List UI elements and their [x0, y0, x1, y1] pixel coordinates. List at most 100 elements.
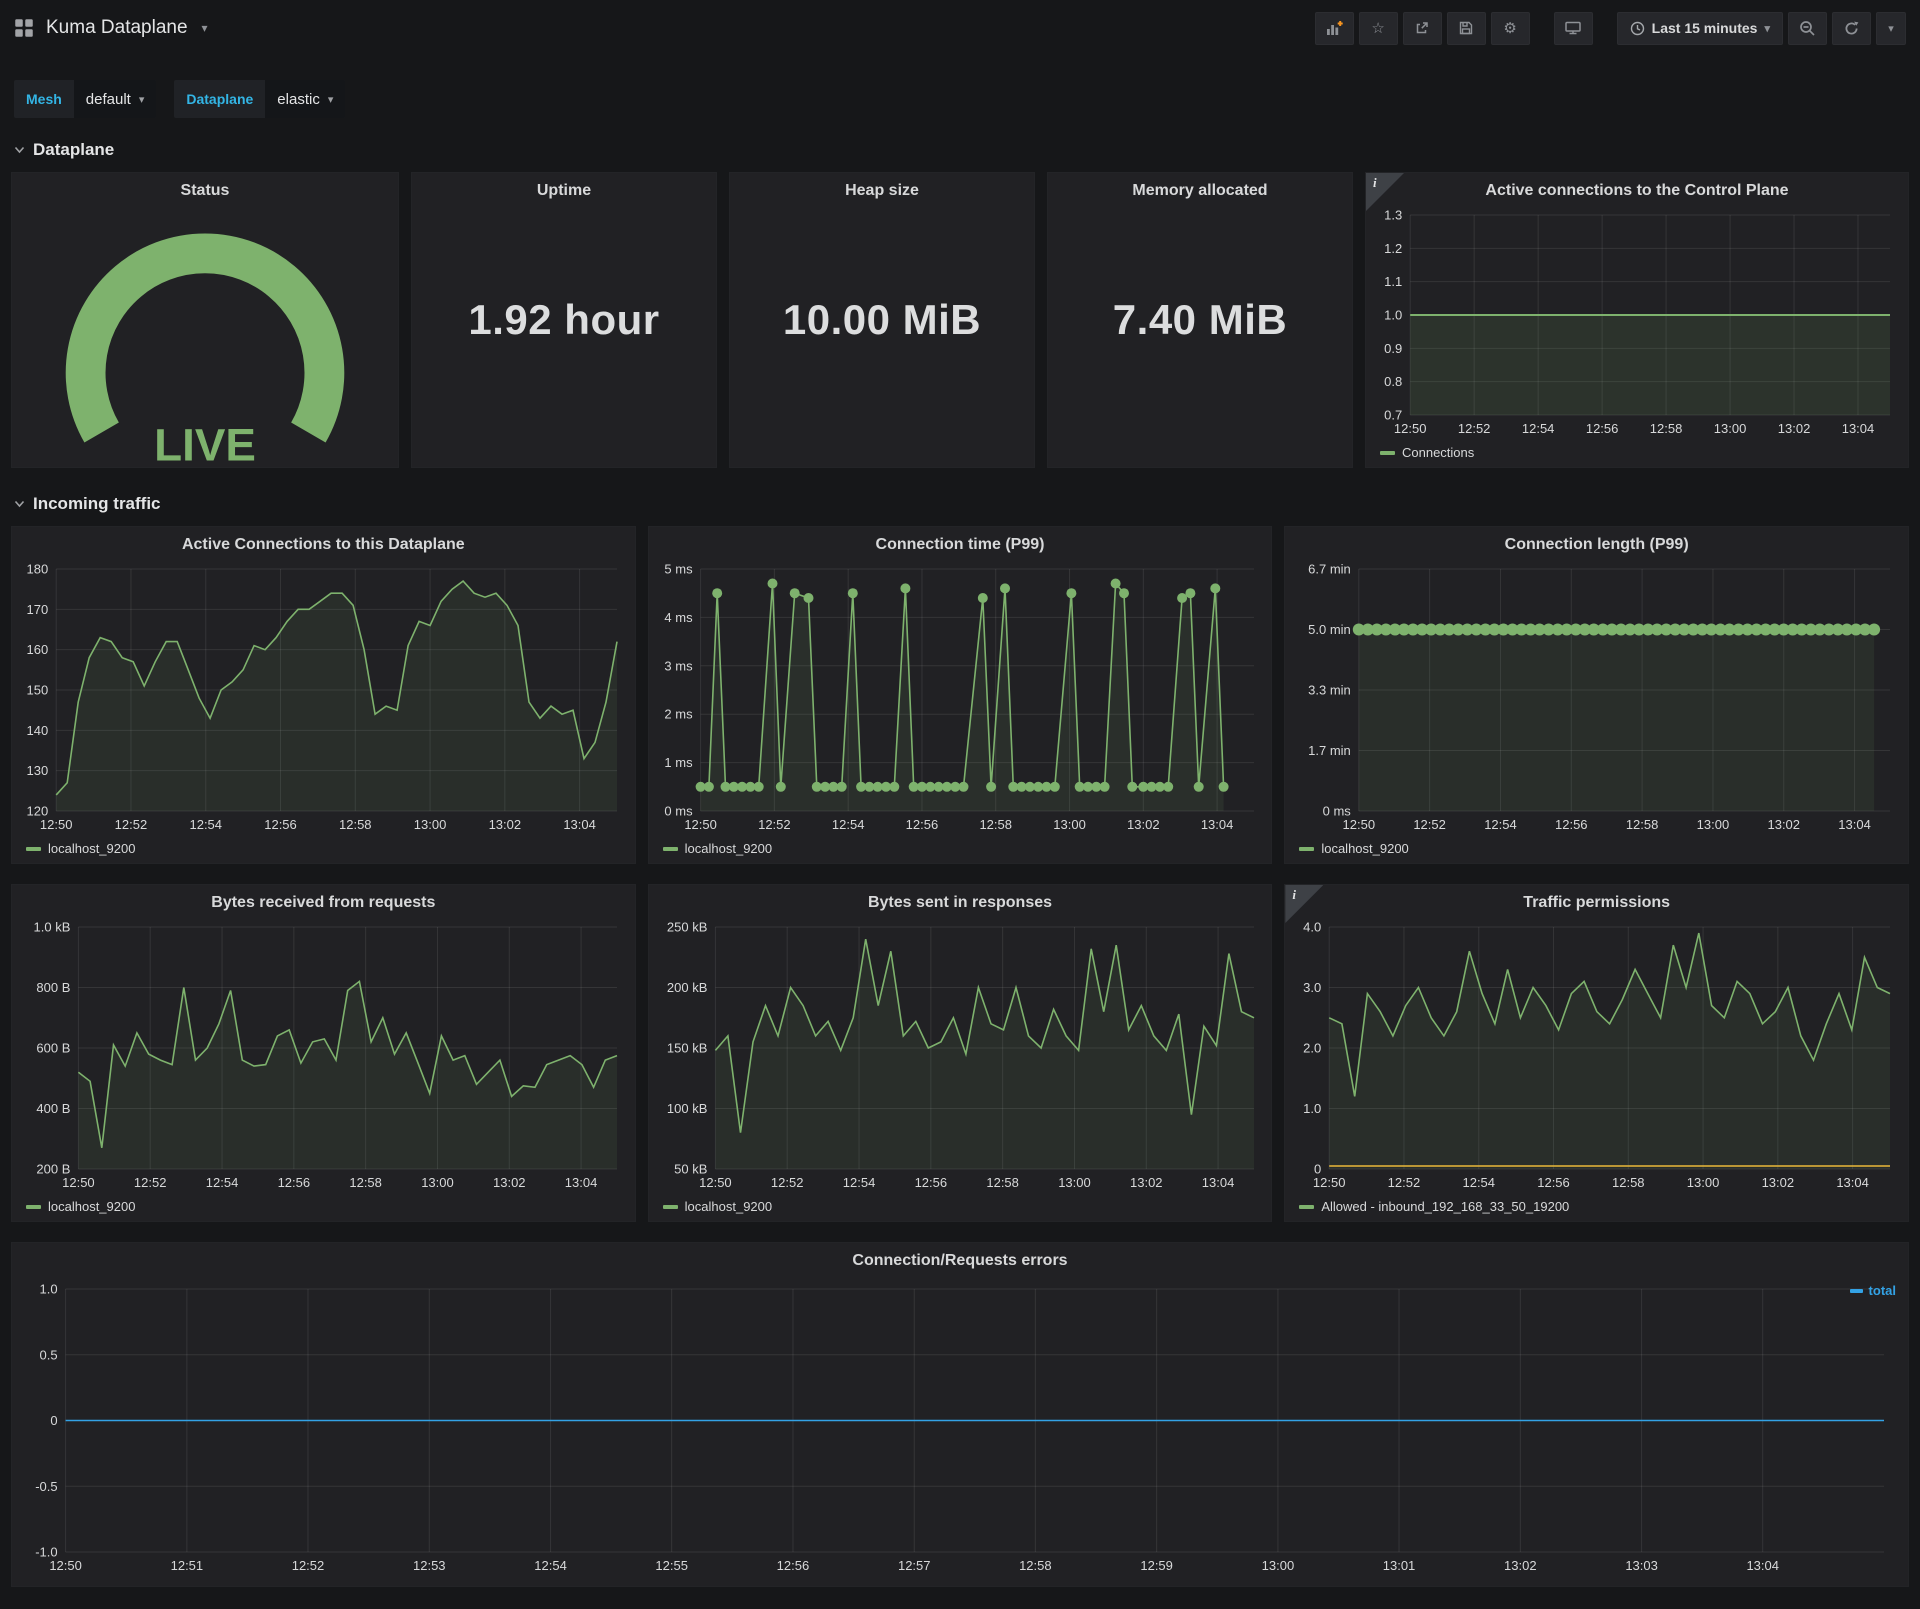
legend-allowed-inbound[interactable]: Allowed - inbound_192_168_33_50_19200 — [1299, 1199, 1569, 1214]
connection-length-chart[interactable]: 6.7 min 5.0 min 3.3 min 1.7 min 0 ms 12:50 12:… — [1293, 559, 1900, 835]
svg-text:13:02: 13:02 — [1127, 817, 1160, 832]
legend-label: localhost_9200 — [48, 1199, 136, 1214]
svg-text:160: 160 — [26, 642, 48, 657]
heap-size-value: 10.00 MiB — [782, 296, 982, 343]
star-button[interactable]: ☆ — [1358, 11, 1398, 45]
svg-text:2.0: 2.0 — [1303, 1041, 1321, 1056]
row-header-incoming-traffic[interactable]: Incoming traffic — [14, 494, 1906, 514]
clock-icon — [1630, 21, 1644, 35]
legend-localhost-9200[interactable]: localhost_9200 — [662, 841, 772, 856]
panel-title[interactable]: Active Connections to this Dataplane — [181, 536, 465, 553]
legend-total[interactable]: total — [1849, 1283, 1896, 1298]
chevron-down-icon: ▾ — [1888, 22, 1894, 35]
svg-text:13:02: 13:02 — [489, 817, 522, 832]
svg-text:12:55: 12:55 — [655, 1558, 688, 1573]
svg-text:800 B: 800 B — [36, 980, 70, 995]
connection-time-chart[interactable]: 5 ms 4 ms 3 ms 2 ms 1 ms 0 ms 12:50 12:52 12:54 1… — [657, 559, 1264, 835]
incoming-traffic-panels: Active Connections to this Dataplane 180… — [11, 526, 1909, 1222]
mesh-variable-label: Mesh — [26, 91, 62, 107]
svg-text:12:58: 12:58 — [349, 1175, 382, 1190]
row-header-dataplane[interactable]: Dataplane — [14, 140, 1906, 160]
panel-title[interactable]: Active connections to the Control Plane — [1485, 182, 1789, 199]
cycle-view-button[interactable] — [1553, 11, 1593, 45]
panel-title[interactable]: Heap size — [845, 182, 919, 199]
legend-localhost-9200[interactable]: localhost_9200 — [1299, 841, 1409, 856]
time-range-label: Last 15 minutes — [1651, 20, 1758, 36]
save-button[interactable] — [1446, 11, 1486, 45]
svg-text:0.8: 0.8 — [1384, 374, 1402, 389]
errors-panel-row: Connection/Requests errors 1.0 0.5 0 -0.5 -1… — [11, 1242, 1909, 1587]
svg-text:12:54: 12:54 — [534, 1558, 567, 1573]
active-connections-chart[interactable]: 180 170 160 150 140 130 120 12:50 12:52 12:54 12:5… — [20, 559, 627, 835]
svg-text:12:52: 12:52 — [1458, 421, 1491, 436]
dataplane-selected-option: elastic — [277, 90, 320, 108]
mesh-variable-value[interactable]: default ▾ — [73, 80, 157, 118]
panel-title[interactable]: Traffic permissions — [1523, 894, 1671, 911]
svg-text:13:00: 13:00 — [1053, 817, 1086, 832]
legend-localhost-9200[interactable]: localhost_9200 — [26, 841, 135, 856]
svg-text:150 kB: 150 kB — [667, 1041, 707, 1056]
dataplane-variable-label: Dataplane — [186, 91, 254, 107]
refresh-button[interactable] — [1832, 11, 1871, 45]
panel-title[interactable]: Connection time (P99) — [875, 536, 1045, 553]
mesh-variable[interactable]: Mesh default ▾ — [14, 80, 157, 118]
svg-text:13:00: 13:00 — [1058, 1175, 1091, 1190]
legend-connections[interactable]: Connections — [1380, 445, 1474, 460]
svg-text:-1.0: -1.0 — [35, 1545, 57, 1560]
svg-text:13:00: 13:00 — [414, 817, 447, 832]
svg-text:12:52: 12:52 — [292, 1558, 325, 1573]
settings-button[interactable]: ⚙ — [1490, 11, 1530, 45]
svg-text:12:54: 12:54 — [842, 1175, 875, 1190]
grafana-grid-icon[interactable] — [14, 18, 34, 38]
panel-title[interactable]: Memory allocated — [1132, 182, 1268, 199]
panel-title[interactable]: Uptime — [536, 182, 592, 199]
dataplane-variable-value[interactable]: elastic ▾ — [265, 80, 346, 118]
add-panel-icon — [1327, 20, 1343, 35]
svg-text:12:52: 12:52 — [1414, 817, 1447, 832]
panel-title[interactable]: Connection length (P99) — [1504, 536, 1689, 553]
status-gauge[interactable]: LIVE — [12, 203, 398, 469]
svg-text:0: 0 — [1314, 1162, 1321, 1177]
svg-text:3.0: 3.0 — [1303, 980, 1321, 995]
svg-text:170: 170 — [26, 602, 48, 617]
bytes-received-chart[interactable]: 1.0 kB 800 B 600 B 400 B 200 B 12:50 12:52 12:5… — [20, 917, 627, 1193]
bytes-sent-chart[interactable]: 250 kB 200 kB 150 kB 100 kB 50 kB 12:50 12:52 1… — [657, 917, 1264, 1193]
svg-text:13:04: 13:04 — [1201, 1175, 1234, 1190]
add-panel-button[interactable] — [1314, 11, 1354, 45]
svg-text:12:52: 12:52 — [758, 817, 791, 832]
panel-title[interactable]: Bytes sent in responses — [867, 894, 1053, 911]
legend-localhost-9200[interactable]: localhost_9200 — [662, 1199, 772, 1214]
panel-title[interactable]: Connection/Requests errors — [852, 1252, 1068, 1269]
variables-row: Mesh default ▾ Dataplane elastic ▾ — [14, 80, 1906, 118]
svg-text:12:54: 12:54 — [1485, 817, 1518, 832]
panel-title[interactable]: Status — [180, 182, 230, 199]
legend-color-dash — [1299, 846, 1315, 851]
svg-text:0 ms: 0 ms — [1323, 804, 1352, 819]
legend-label: total — [1868, 1283, 1896, 1298]
svg-text:12:52: 12:52 — [115, 817, 148, 832]
svg-text:12:58: 12:58 — [339, 817, 372, 832]
svg-text:180: 180 — [26, 562, 48, 577]
title-caret-icon[interactable]: ▾ — [201, 21, 208, 35]
zoom-out-button[interactable] — [1788, 11, 1827, 45]
svg-text:12:56: 12:56 — [264, 817, 297, 832]
share-button[interactable] — [1402, 11, 1442, 45]
legend-color-dash — [662, 846, 678, 851]
refresh-interval-button[interactable]: ▾ — [1876, 11, 1906, 45]
panel-title[interactable]: Bytes received from requests — [211, 894, 436, 911]
svg-text:0.9: 0.9 — [1384, 341, 1402, 356]
chevron-down-icon: ▾ — [1764, 22, 1770, 35]
svg-text:12:58: 12:58 — [986, 1175, 1019, 1190]
memory-allocated-value: 7.40 MiB — [1112, 296, 1288, 343]
svg-text:3 ms: 3 ms — [664, 658, 693, 673]
connection-errors-chart[interactable]: 1.0 0.5 0 -0.5 -1.0 12:50 12:51 12:52 12:53 12:54… — [22, 1279, 1894, 1576]
traffic-permissions-chart[interactable]: 4.0 3.0 2.0 1.0 0 12:50 12:52 12:54 12:56 12:58 13… — [1293, 917, 1900, 1193]
dataplane-variable[interactable]: Dataplane elastic ▾ — [174, 80, 346, 118]
time-picker-button[interactable]: Last 15 minutes ▾ — [1616, 11, 1783, 45]
dashboard-title[interactable]: Kuma Dataplane — [46, 17, 188, 38]
legend-localhost-9200[interactable]: localhost_9200 — [26, 1199, 135, 1214]
svg-text:1.2: 1.2 — [1384, 241, 1402, 256]
svg-text:5 ms: 5 ms — [664, 562, 693, 577]
svg-text:140: 140 — [26, 723, 48, 738]
control-plane-connections-chart[interactable]: 1.3 1.2 1.1 1.0 0.9 0.8 0.7 12:50 12:52 12:54 12:5… — [1374, 205, 1900, 439]
